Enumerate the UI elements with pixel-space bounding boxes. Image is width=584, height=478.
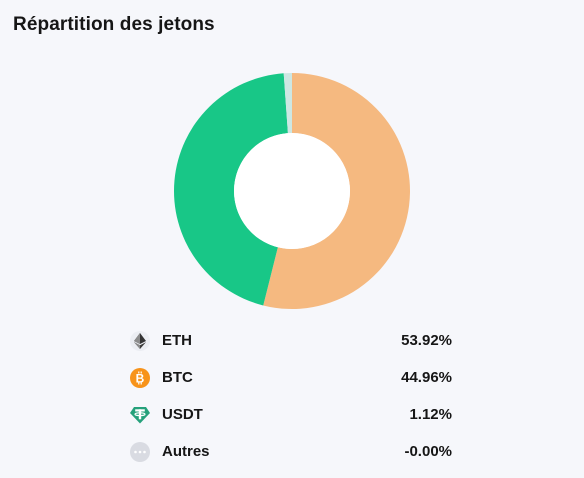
token-donut-chart [174,73,410,309]
legend-label: Autres [162,443,210,460]
legend-item-autres: Autres -0.00% [130,433,452,470]
usdt-icon [130,405,150,425]
legend-label: USDT [162,406,203,423]
legend-percent: 53.92% [401,332,452,349]
more-icon [130,441,150,462]
legend-item-eth: ETH 53.92% [130,322,452,359]
legend-label: BTC [162,369,193,386]
legend-item-usdt: USDT 1.12% [130,396,452,433]
legend-item-btc: B BTC 44.96% [130,359,452,396]
donut-slice-usdt[interactable] [283,73,292,134]
panel-title: Répartition des jetons [13,14,215,35]
token-legend: ETH 53.92% B BTC 44.96% [130,322,452,470]
legend-percent: 44.96% [401,369,452,386]
donut-slice-eth[interactable] [263,73,410,309]
svg-text:B: B [136,371,145,385]
legend-percent: -0.00% [404,443,452,460]
donut-hole [234,133,350,249]
btc-icon: B [130,367,150,388]
eth-icon [130,330,150,351]
legend-percent: 1.12% [409,406,452,423]
legend-label: ETH [162,332,192,349]
donut-slice-btc[interactable] [174,73,288,306]
